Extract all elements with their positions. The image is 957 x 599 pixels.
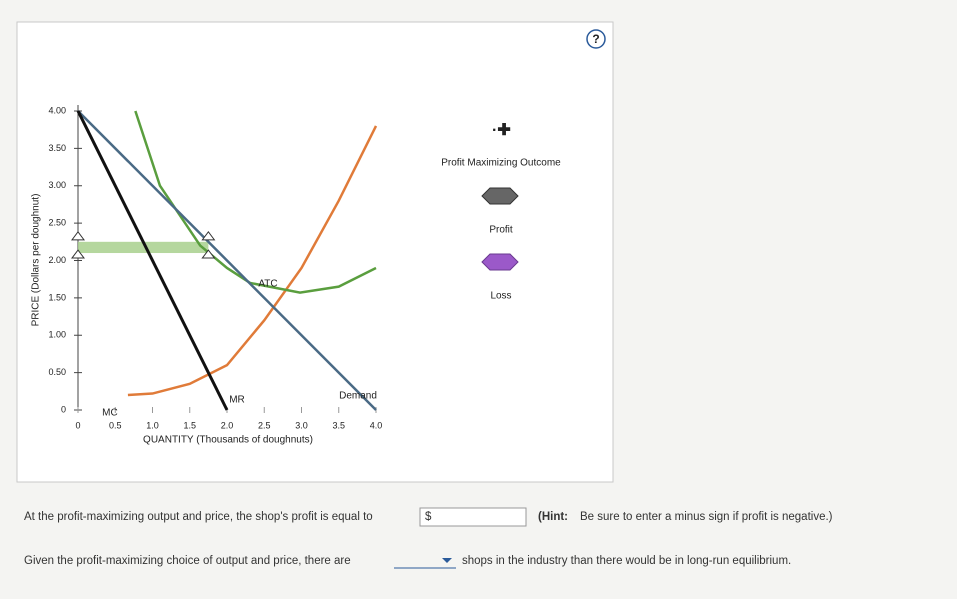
hint-text: Be sure to enter a minus sign if profit … bbox=[580, 511, 833, 523]
x-tick-label: 4.0 bbox=[370, 420, 383, 430]
area-handle bbox=[71, 230, 85, 241]
curve bbox=[77, 110, 377, 411]
y-axis-title: PRICE (Dollars per doughnut) bbox=[31, 194, 42, 327]
profit-label: Profit bbox=[489, 225, 513, 236]
y-tick-label: 0 bbox=[61, 404, 66, 414]
curve bbox=[76, 110, 229, 411]
hint-label: (Hint: bbox=[538, 511, 568, 523]
y-tick-label: 1.00 bbox=[48, 330, 66, 340]
y-tick-label: 3.50 bbox=[48, 143, 66, 153]
help-icon[interactable] bbox=[586, 29, 606, 49]
loss-tool[interactable] bbox=[481, 253, 519, 271]
question-2-start: Given the profit-maximizing choice of ou… bbox=[24, 555, 351, 567]
x-tick-label: 1.5 bbox=[183, 420, 196, 430]
x-tick-label: 3.0 bbox=[295, 420, 308, 430]
dropdown-arrow[interactable] bbox=[442, 558, 452, 563]
x-tick-label: 2.5 bbox=[258, 420, 271, 430]
help-text[interactable]: ? bbox=[592, 32, 599, 46]
y-tick-label: 3.00 bbox=[48, 180, 66, 190]
curve-label: ATC bbox=[258, 279, 277, 290]
y-tick-label: 2.50 bbox=[48, 218, 66, 228]
loss-label: Loss bbox=[490, 291, 511, 302]
curve bbox=[127, 125, 378, 397]
crosshair-tool[interactable]: ·✚ bbox=[492, 122, 511, 139]
x-tick-label: 1.0 bbox=[146, 420, 159, 430]
palette-title: Profit Maximizing Outcome bbox=[441, 158, 561, 169]
curve bbox=[134, 110, 377, 294]
curve-label: Demand bbox=[339, 391, 377, 402]
profit-tool[interactable] bbox=[481, 187, 519, 205]
area-handle bbox=[71, 249, 85, 259]
y-tick-label: 0.50 bbox=[48, 367, 66, 377]
question-2-end: shops in the industry than there would b… bbox=[462, 555, 791, 567]
question-1: At the profit-maximizing output and pric… bbox=[24, 511, 373, 523]
currency: $ bbox=[425, 511, 432, 523]
profit-input[interactable] bbox=[419, 507, 527, 527]
y-tick-label: 4.00 bbox=[48, 105, 66, 115]
x-axis-title: QUANTITY (Thousands of doughnuts) bbox=[143, 435, 313, 446]
curve-label: MC bbox=[102, 408, 118, 419]
x-tick-label: 3.5 bbox=[332, 420, 345, 430]
x-tick-label: 0.5 bbox=[109, 420, 122, 430]
y-tick-label: 2.00 bbox=[48, 255, 66, 265]
area-handle bbox=[201, 230, 216, 241]
y-tick-label: 1.50 bbox=[48, 292, 66, 302]
area-handle bbox=[201, 249, 216, 259]
x-tick-label: 0 bbox=[75, 420, 80, 430]
x-tick-label: 2.0 bbox=[221, 420, 234, 430]
profit-area bbox=[78, 241, 209, 254]
curve-label: MR bbox=[229, 395, 245, 406]
